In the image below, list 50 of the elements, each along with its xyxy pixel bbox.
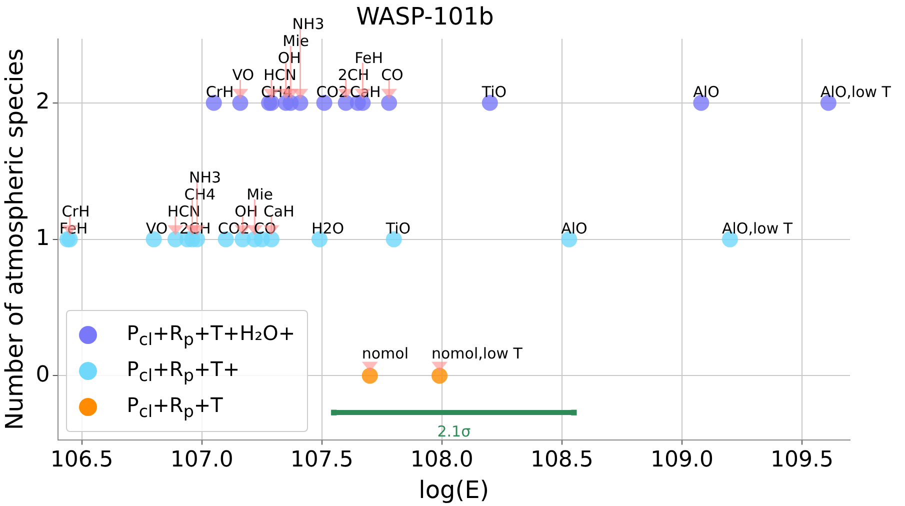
- series-label: 2.1σ: [437, 422, 472, 441]
- annotation: CaH: [350, 82, 381, 101]
- y-tick-label: 0: [36, 362, 50, 388]
- y-tick-label: 1: [36, 226, 50, 252]
- annotation: CrH: [206, 82, 234, 101]
- annotation: HCN: [263, 66, 296, 84]
- annotation: AlO: [561, 219, 588, 238]
- annotation: OH: [278, 48, 301, 67]
- annotation: nomol: [362, 344, 409, 363]
- x-tick-label: 107.0: [170, 448, 234, 473]
- annotation: H2O: [311, 219, 344, 238]
- annotation: CO2: [218, 219, 250, 238]
- annotation: CO2: [316, 82, 348, 101]
- legend-label: P$_{cl}$+R$_{p}$+T: [126, 392, 223, 421]
- chart-title: WASP-101b: [356, 2, 494, 31]
- annotation: CO: [254, 219, 276, 238]
- annotation: Mie: [246, 185, 273, 204]
- x-axis-title: log(E): [418, 476, 490, 504]
- annotation: OH: [234, 202, 258, 220]
- annotation: HCN: [167, 202, 200, 220]
- x-tick-label: 109.0: [650, 448, 714, 473]
- annotation: nomol,low T: [431, 344, 524, 363]
- y-axis-title: Number of atmospheric species: [0, 48, 29, 430]
- annotation: AlO,low T: [722, 219, 794, 238]
- annotation: NH3: [189, 168, 222, 186]
- annotation: CO: [381, 66, 404, 84]
- annotation: Mie: [282, 32, 309, 50]
- x-tick-label: 108.5: [530, 448, 594, 473]
- annotation: TiO: [480, 82, 507, 101]
- annotation: FeH: [59, 219, 88, 238]
- annotation: AlO: [693, 82, 720, 101]
- x-tick-label: 109.5: [770, 448, 834, 473]
- annotation: CrH: [62, 202, 90, 220]
- legend-label: P$_{cl}$+R$_{p}$+T+: [126, 356, 240, 385]
- annotation: 2CH: [179, 219, 211, 238]
- annotation: 2CH: [338, 66, 370, 84]
- annotation: NH3: [292, 14, 324, 33]
- annotation: CH4: [261, 82, 292, 101]
- annotation: CH4: [184, 185, 216, 204]
- x-tick-label: 108.0: [410, 448, 474, 473]
- annotation: CaH: [263, 202, 294, 220]
- annotation: VO: [146, 219, 168, 238]
- annotation: FeH: [354, 48, 384, 67]
- x-tick-label: 107.5: [290, 448, 354, 473]
- legend-label: P$_{cl}$+R$_{p}$+T+H₂O+: [126, 320, 296, 349]
- x-tick-label: 106.5: [50, 448, 114, 473]
- y-tick-label: 2: [36, 90, 50, 115]
- annotation: AlO,low T: [820, 82, 892, 101]
- annotation: VO: [232, 66, 254, 84]
- annotation: TiO: [384, 219, 411, 238]
